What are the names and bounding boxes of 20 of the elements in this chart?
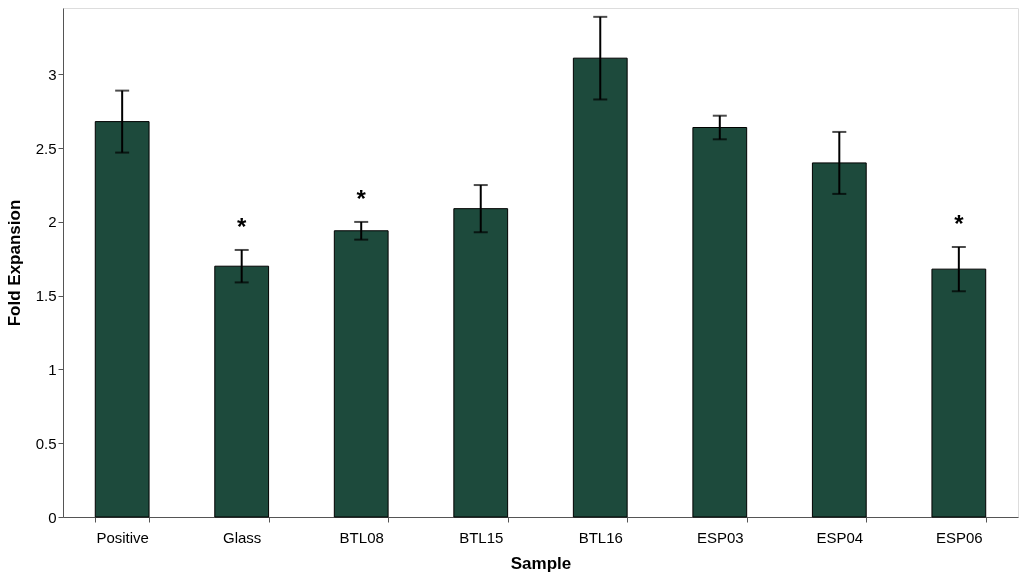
annotation: * bbox=[237, 212, 248, 240]
y-tick-label: 1 bbox=[48, 360, 57, 378]
y-tick-label: 0 bbox=[48, 508, 57, 526]
y-tick-label: 2.5 bbox=[35, 139, 57, 157]
y-tick-label: 2 bbox=[48, 213, 57, 231]
x-tick-label: BTL08 bbox=[339, 528, 384, 546]
x-tick-label: ESP04 bbox=[816, 528, 864, 546]
y-axis-title: Fold Expansion bbox=[4, 199, 24, 327]
y-tick-label: 3 bbox=[48, 65, 57, 83]
x-tick-label: ESP03 bbox=[696, 528, 744, 546]
x-tick-label: ESP06 bbox=[935, 528, 983, 546]
x-axis-title: Sample bbox=[510, 553, 572, 573]
y-tick-label: 1.5 bbox=[35, 287, 57, 305]
x-tick-label: BTL16 bbox=[578, 528, 623, 546]
x-tick-label: Positive bbox=[96, 528, 149, 546]
x-tick-label: BTL15 bbox=[459, 528, 504, 546]
x-tick-label: Glass bbox=[223, 528, 262, 546]
annotation: * bbox=[356, 184, 367, 212]
y-tick-label: 0.5 bbox=[35, 434, 57, 452]
annotation: * bbox=[954, 210, 965, 238]
